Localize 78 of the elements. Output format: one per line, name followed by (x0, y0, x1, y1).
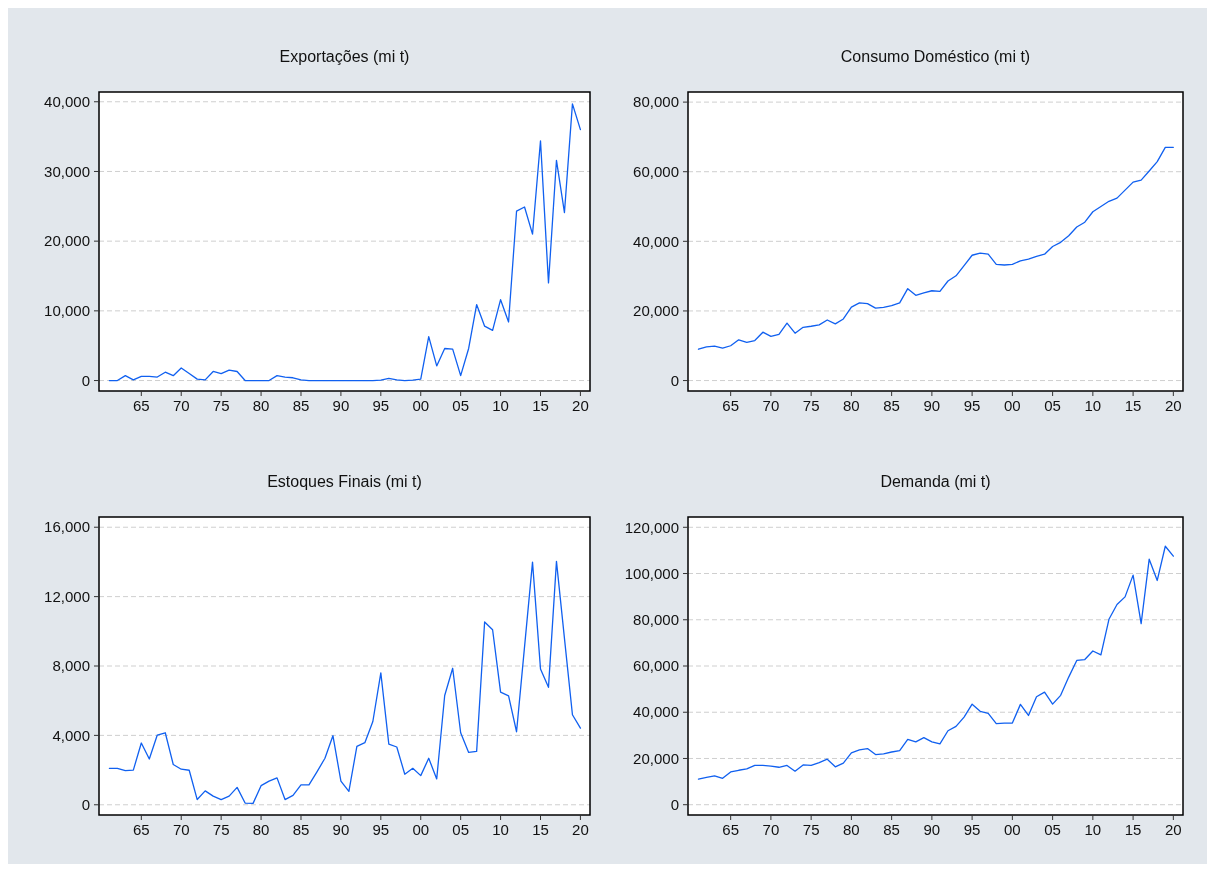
y-tick-label: 8,000 (52, 657, 90, 675)
y-tick-label: 0 (81, 371, 90, 389)
x-tick-label: 20 (1165, 397, 1182, 414)
y-tick-label: 40,000 (633, 703, 679, 721)
y-tick-label: 20,000 (633, 749, 679, 767)
y-tick-label: 16,000 (44, 518, 90, 536)
x-tick-label: 95 (963, 821, 981, 838)
y-tick-label: 60,000 (633, 657, 679, 675)
x-tick-label: 20 (572, 821, 589, 838)
x-tick-label: 70 (762, 821, 780, 838)
y-tick-label: 60,000 (633, 162, 679, 180)
x-tick-label: 00 (412, 397, 430, 414)
y-tick-label: 4,000 (52, 726, 90, 744)
x-tick-label: 75 (802, 397, 820, 414)
x-tick-label: 10 (492, 821, 509, 838)
x-tick-label: 00 (1004, 397, 1021, 414)
x-tick-label: 85 (883, 821, 900, 838)
x-tick-label: 80 (252, 397, 270, 414)
x-tick-label: 70 (762, 397, 780, 414)
chart-title: Demanda (mi t) (880, 473, 991, 490)
y-tick-label: 0 (670, 371, 679, 389)
x-tick-label: 05 (1044, 397, 1061, 414)
x-tick-label: 90 (332, 821, 350, 838)
x-tick-label: 75 (802, 821, 820, 838)
x-tick-label: 95 (963, 397, 981, 414)
x-tick-label: 65 (132, 397, 150, 414)
y-tick-label: 12,000 (44, 587, 90, 605)
x-tick-label: 80 (252, 821, 270, 838)
x-tick-label: 85 (292, 397, 310, 414)
x-tick-label: 75 (212, 821, 230, 838)
y-tick-label: 80,000 (633, 93, 679, 111)
line-series (697, 146, 1174, 350)
x-tick-label: 65 (722, 821, 739, 838)
x-tick-label: 05 (452, 821, 470, 838)
x-tick-label: 20 (1165, 821, 1182, 838)
x-tick-label: 75 (212, 397, 230, 414)
x-tick-label: 80 (843, 397, 860, 414)
line-series (697, 545, 1174, 780)
x-tick-label: 65 (132, 821, 150, 838)
x-tick-label: 95 (372, 821, 390, 838)
y-tick-label: 20,000 (44, 232, 90, 250)
y-tick-label: 0 (670, 795, 679, 813)
y-tick-label: 40,000 (44, 93, 90, 111)
x-tick-label: 10 (1084, 397, 1102, 414)
chart-title: Consumo Doméstico (mi t) (840, 48, 1031, 65)
chart-title: Exportações (mi t) (279, 48, 410, 65)
y-tick-label: 100,000 (624, 564, 679, 582)
x-tick-label: 00 (412, 821, 430, 838)
y-tick-label: 0 (81, 796, 90, 814)
x-tick-label: 65 (722, 397, 739, 414)
x-tick-label: 15 (1124, 821, 1142, 838)
line-series (108, 103, 582, 382)
x-tick-label: 15 (532, 821, 549, 838)
x-tick-label: 10 (492, 397, 509, 414)
x-tick-label: 00 (1004, 821, 1021, 838)
y-tick-label: 20,000 (633, 302, 679, 320)
x-tick-label: 85 (292, 821, 310, 838)
x-tick-label: 70 (172, 397, 190, 414)
y-tick-label: 30,000 (44, 162, 90, 180)
x-tick-label: 70 (172, 821, 190, 838)
y-tick-label: 10,000 (44, 302, 90, 320)
x-tick-label: 85 (883, 397, 900, 414)
y-tick-label: 80,000 (633, 611, 679, 629)
x-tick-label: 10 (1084, 821, 1102, 838)
x-tick-label: 15 (532, 397, 549, 414)
y-tick-label: 40,000 (633, 232, 679, 250)
x-tick-label: 15 (1124, 397, 1142, 414)
y-tick-label: 120,000 (624, 518, 679, 536)
chart-title: Estoques Finais (mi t) (267, 473, 422, 490)
x-tick-label: 90 (923, 397, 941, 414)
line-series (108, 560, 582, 805)
x-tick-label: 90 (923, 821, 941, 838)
x-tick-label: 80 (843, 821, 860, 838)
x-tick-label: 05 (452, 397, 470, 414)
x-tick-label: 90 (332, 397, 350, 414)
x-tick-label: 95 (372, 397, 390, 414)
x-tick-label: 20 (572, 397, 589, 414)
x-tick-label: 05 (1044, 821, 1061, 838)
